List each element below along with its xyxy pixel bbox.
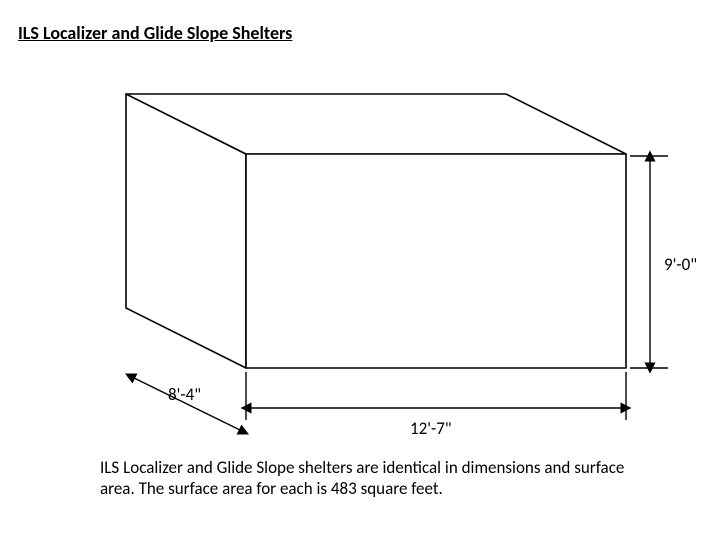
dim-depth-label: 8'-4" [168, 384, 201, 405]
dim-width-label: 12'-7" [410, 418, 452, 439]
dim-height-label: 9'-0" [664, 254, 697, 275]
description-note: ILS Localizer and Glide Slope shelters a… [100, 457, 640, 500]
